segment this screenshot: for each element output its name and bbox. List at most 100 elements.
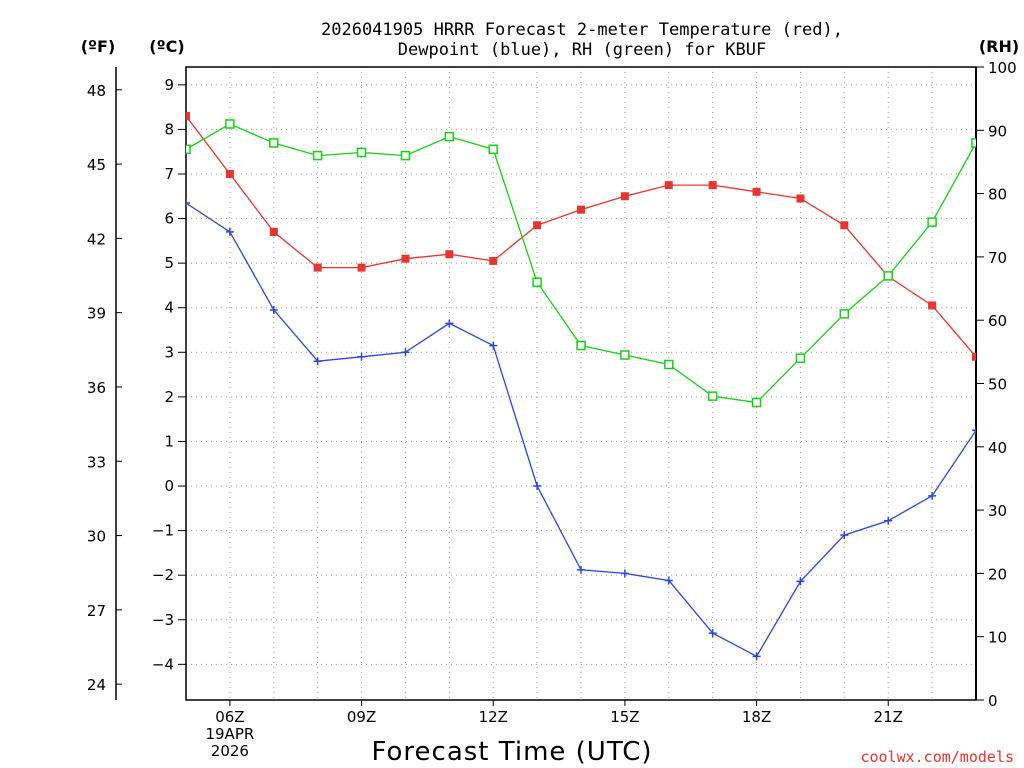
rh-axis-label: (RH) <box>979 37 1019 56</box>
temperature-point <box>664 181 673 190</box>
dewpoint-point <box>752 652 761 661</box>
rh-point <box>444 131 455 142</box>
fahrenheit-tick-label: 45 <box>87 156 106 174</box>
fahrenheit-tick-label: 42 <box>87 230 106 248</box>
rh-tick-label: 50 <box>988 376 1007 394</box>
rh-point <box>225 119 235 129</box>
rh-point <box>312 150 323 161</box>
celsius-tick-label: 0 <box>164 477 174 495</box>
temperature-point <box>972 352 976 361</box>
x-tick-label: 06Z <box>215 708 244 726</box>
rh-point <box>927 217 937 227</box>
temperature-point <box>186 112 190 121</box>
dewpoint-point <box>577 565 585 574</box>
celsius-tick-label: 2 <box>164 388 174 406</box>
dewpoint-point <box>401 348 410 357</box>
x-tick-label: 15Z <box>610 708 639 726</box>
celsius-tick-label: −4 <box>152 655 174 673</box>
rh-tick-label: 60 <box>988 312 1007 330</box>
temperature-point <box>445 250 454 259</box>
x-tick-label: 09Z <box>347 708 376 726</box>
celsius-tick-label: −3 <box>152 611 174 629</box>
rh-point <box>664 359 674 370</box>
temperature-point <box>533 221 542 230</box>
rh-point <box>795 353 806 363</box>
dewpoint-point <box>664 576 673 585</box>
dewpoint-point <box>884 516 893 525</box>
temperature-point <box>489 256 498 265</box>
celsius-tick-label: 1 <box>164 432 174 450</box>
celsius-tick-label: 6 <box>164 210 174 228</box>
fahrenheit-tick-label: 27 <box>87 602 106 620</box>
celsius-tick-label: 3 <box>164 343 174 361</box>
celsius-tick-label: 9 <box>164 76 174 94</box>
celsius-tick-label: 5 <box>164 254 174 272</box>
fahrenheit-tick-label: 36 <box>87 379 106 397</box>
temperature-point <box>313 263 322 272</box>
rh-point <box>532 277 542 287</box>
fahrenheit-axis-label: (ºF) <box>81 37 116 56</box>
title: 2026041905 HRRR Forecast 2-meter Tempera… <box>321 20 843 60</box>
dewpoint-point <box>269 305 278 314</box>
dewpoint-point <box>620 569 629 578</box>
rh-point <box>883 271 893 281</box>
rh-point <box>269 138 279 148</box>
rh-point <box>971 138 976 148</box>
temperature-point <box>840 221 849 230</box>
rh-tick-label: 30 <box>988 502 1007 520</box>
dewpoint-point <box>445 319 454 328</box>
x-tick-label: 18Z <box>742 708 771 726</box>
temperature-point <box>928 301 937 310</box>
temperature-point <box>269 227 278 236</box>
rh-point <box>839 309 850 319</box>
rh-tick-label: 80 <box>988 186 1007 204</box>
fahrenheit-tick-label: 33 <box>87 453 106 471</box>
celsius-tick-label: 4 <box>164 299 174 317</box>
credit-link[interactable]: coolwx.com/models <box>860 748 1014 766</box>
rh-point <box>400 150 411 161</box>
x-tick-label: 21Z <box>874 708 903 726</box>
gridlines <box>186 67 976 700</box>
dewpoint-line <box>186 202 976 658</box>
rh-tick-label: 90 <box>988 122 1007 140</box>
dewpoint-point <box>357 352 366 361</box>
temperature-point <box>752 187 761 196</box>
dewpoint-point <box>840 531 849 540</box>
temperature-point <box>577 205 585 214</box>
celsius-tick-label: 8 <box>164 120 174 138</box>
rh-tick-label: 100 <box>988 59 1017 77</box>
dewpoint-point <box>533 482 542 491</box>
x-tick-label: 19APR <box>205 725 254 743</box>
dewpoint-point <box>186 198 190 207</box>
title-line-2: Dewpoint (blue), RH (green) for KBUF <box>398 40 766 60</box>
x-tick-label: 12Z <box>479 708 508 726</box>
celsius-tick-label: 7 <box>164 165 174 183</box>
rh-tick-label: 20 <box>988 565 1007 583</box>
dewpoint-series <box>186 198 976 661</box>
fahrenheit-tick-label: 48 <box>87 82 106 100</box>
temperature-point <box>357 263 366 272</box>
temperature-point <box>620 192 629 201</box>
rh-tick-label: 0 <box>988 692 998 710</box>
rh-tick-label: 70 <box>988 249 1007 267</box>
rh-tick-label: 10 <box>988 629 1007 647</box>
temperature-series <box>186 112 976 361</box>
temperature-point <box>796 194 805 203</box>
dewpoint-point <box>928 491 937 500</box>
x-axis-label: Forecast Time (UTC) <box>371 737 652 767</box>
tick-labels: 9876543210−1−2−3−44845423936333027241009… <box>87 59 1017 760</box>
dewpoint-point <box>796 577 805 586</box>
dewpoint-point <box>972 426 976 435</box>
x-tick-label: 2026 <box>211 742 249 760</box>
temperature-point <box>401 254 410 263</box>
plot-frame <box>185 66 977 701</box>
rh-tick-label: 40 <box>988 439 1007 457</box>
rh-point <box>576 340 586 351</box>
celsius-axis-label: (ºC) <box>149 37 184 56</box>
fahrenheit-tick-label: 30 <box>87 528 106 546</box>
celsius-tick-label: −2 <box>152 566 174 584</box>
rh-point <box>620 350 630 360</box>
celsius-tick-label: −1 <box>152 522 174 540</box>
dewpoint-point <box>313 357 322 366</box>
rh-point <box>707 391 718 401</box>
